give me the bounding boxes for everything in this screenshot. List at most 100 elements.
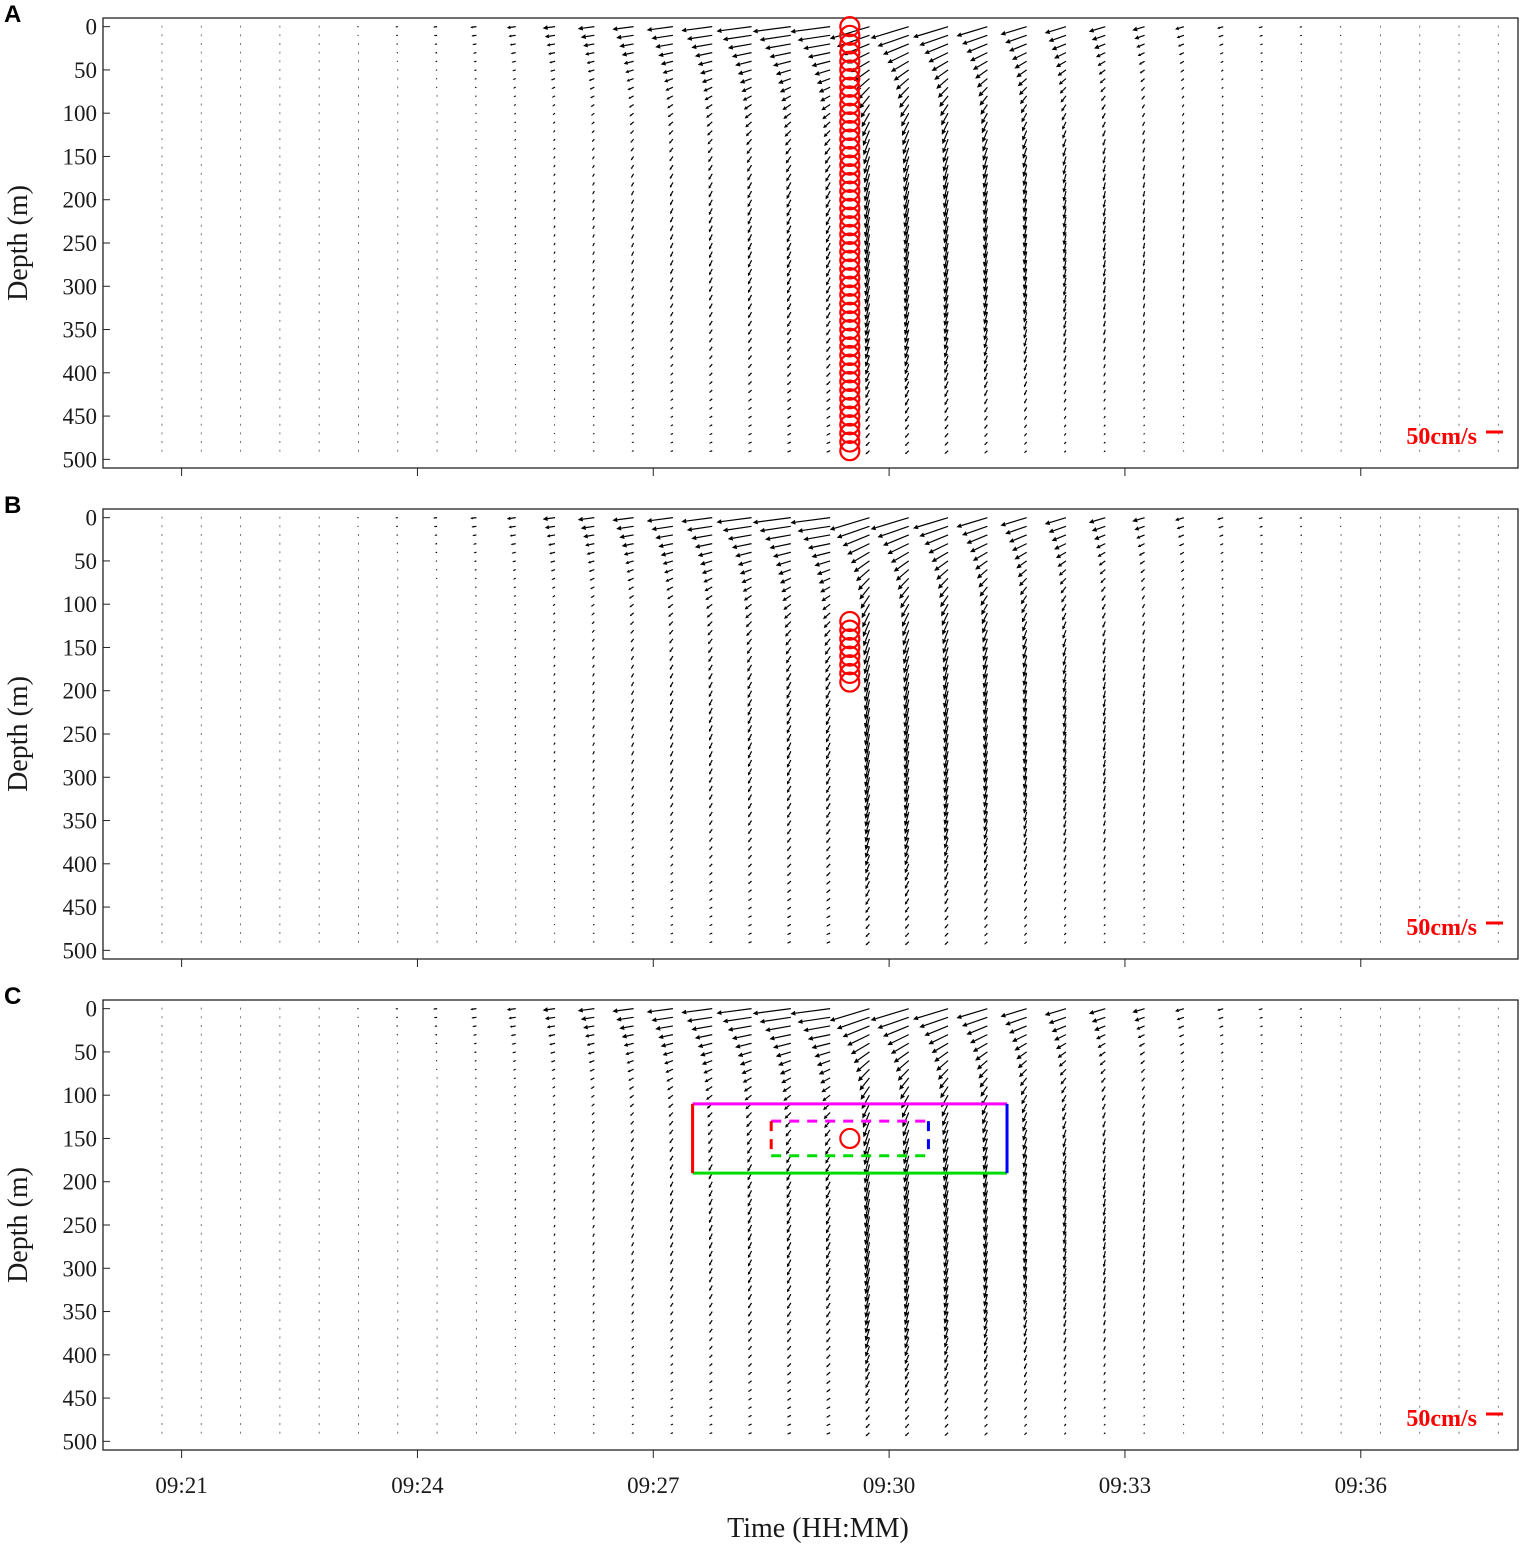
arrow-shaft: [787, 268, 792, 274]
arrow-shaft: [514, 156, 517, 158]
arrow-shaft: [631, 130, 635, 134]
arrow-shaft: [592, 785, 595, 789]
arrow-shaft: [905, 251, 910, 266]
quiver-arrow: [631, 311, 635, 316]
quiver-arrow: [1175, 26, 1185, 31]
arrow-shaft: [593, 432, 595, 435]
arrow-shaft: [624, 534, 634, 538]
arrow-shaft: [866, 424, 870, 429]
quiver-arrow: [904, 415, 910, 422]
arrow-shaft: [904, 138, 910, 151]
quiver-arrow: [1102, 268, 1106, 277]
quiver-arrow: [553, 363, 556, 366]
quiver-arrow: [865, 415, 870, 423]
arrow-head: [709, 382, 711, 385]
quiver-arrow: [1339, 34, 1342, 37]
arrow-head: [748, 365, 751, 369]
arrow-head: [864, 369, 870, 375]
arrow-head: [475, 156, 477, 158]
quiver-arrow: [904, 433, 910, 438]
arrow-shaft: [984, 216, 988, 229]
arrow-shaft: [906, 450, 910, 454]
arrow-shaft: [624, 43, 634, 47]
arrow-shaft: [632, 450, 634, 452]
arrow-shaft: [787, 208, 792, 214]
arrow-head: [1062, 308, 1067, 313]
arrow-shaft: [981, 86, 988, 94]
arrow-head: [1182, 373, 1184, 376]
arrow-head: [669, 176, 673, 180]
arrow-shaft: [1024, 312, 1028, 319]
arrow-head: [1062, 143, 1066, 148]
quiver-arrow: [709, 415, 713, 419]
arrow-head: [747, 281, 751, 285]
quiver-arrow: [1182, 381, 1185, 384]
quiver-arrow: [782, 104, 792, 111]
arrow-shaft: [709, 355, 713, 359]
quiver-arrow: [514, 251, 517, 254]
arrow-shaft: [1064, 251, 1067, 259]
arrow-head: [1222, 114, 1223, 116]
arrow-head: [551, 587, 554, 589]
arrow-shaft: [670, 242, 674, 247]
quiver-arrow: [514, 828, 517, 831]
quiver-arrow: [1062, 138, 1067, 148]
arrow-shaft: [1103, 173, 1106, 179]
arrow-shaft: [1142, 121, 1146, 125]
arrow-head: [826, 391, 829, 394]
quiver-arrow: [748, 311, 753, 319]
quiver-arrow: [592, 225, 595, 230]
arrow-shaft: [808, 43, 831, 49]
arrow-shaft: [983, 121, 988, 130]
quiver-arrow: [592, 915, 595, 917]
arrow-shaft: [1024, 199, 1028, 209]
arrow-shaft: [630, 121, 635, 125]
arrow-head: [592, 356, 594, 358]
arrow-shaft: [553, 156, 556, 159]
quiver-arrow: [1301, 208, 1303, 210]
arrow-head: [826, 349, 829, 353]
arrow-shaft: [905, 363, 910, 371]
quiver-arrow: [630, 156, 635, 161]
arrow-head: [621, 542, 627, 548]
arrow-shaft: [1103, 130, 1106, 135]
arrow-head: [670, 297, 673, 300]
arrow-shaft: [1063, 138, 1067, 145]
arrow-head: [984, 385, 987, 389]
arrow-head: [1261, 183, 1263, 185]
arrow-head: [435, 69, 437, 71]
arrow-head: [826, 374, 829, 378]
quiver-arrow: [904, 346, 910, 359]
quiver-arrow: [514, 381, 517, 383]
arrow-head: [1260, 52, 1262, 54]
arrow-shaft: [1103, 433, 1106, 435]
arrow-head: [865, 386, 869, 391]
arrow-head: [786, 238, 791, 243]
arrow-shaft: [887, 43, 909, 54]
arrow-head: [1102, 264, 1106, 269]
quiver-arrow: [470, 516, 477, 520]
arrow-shaft: [1221, 86, 1224, 89]
quiver-arrow: [1102, 251, 1106, 260]
arrow-shaft: [865, 234, 871, 250]
arrow-shaft: [1182, 415, 1185, 418]
quiver-arrow: [552, 112, 556, 116]
quiver-arrow: [553, 242, 556, 246]
quiver-arrow: [590, 595, 595, 598]
arrow-head: [786, 168, 790, 173]
quiver-arrow: [1222, 225, 1224, 229]
arrow-head: [1301, 200, 1302, 202]
arrow-shaft: [749, 450, 752, 453]
arrow-head: [514, 191, 516, 193]
quiver-arrow: [1097, 60, 1106, 66]
arrow-head: [903, 337, 909, 344]
arrow-head: [1182, 271, 1185, 274]
arrow-head: [826, 332, 829, 336]
quiver-arrow: [514, 268, 517, 271]
arrow-shaft: [747, 112, 752, 117]
arrow-shaft: [825, 130, 831, 135]
quiver-arrow: [475, 603, 477, 606]
quiver-arrow: [592, 234, 595, 238]
arrow-shaft: [1103, 164, 1106, 170]
arrow-shaft: [659, 43, 674, 47]
